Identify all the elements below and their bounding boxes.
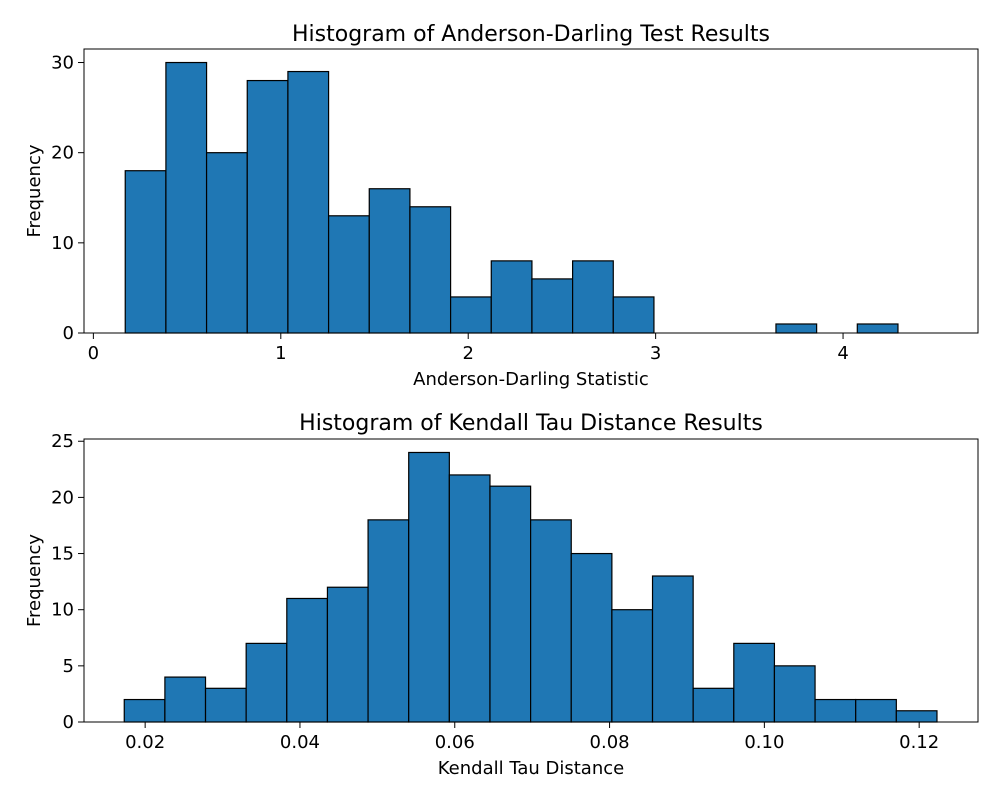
axes-frame bbox=[83, 438, 979, 723]
y-tick-label: 10 bbox=[51, 600, 74, 621]
x-tick-label: 3 bbox=[650, 343, 661, 364]
histogram-bars bbox=[123, 451, 938, 723]
chart-title: Histogram of Anderson-Darling Test Resul… bbox=[292, 22, 770, 47]
histogram-bar bbox=[530, 519, 572, 723]
histogram-bar bbox=[123, 698, 166, 723]
histogram-bar bbox=[409, 206, 452, 334]
histogram-bar bbox=[165, 61, 208, 334]
y-tick-label: 5 bbox=[63, 656, 74, 677]
y-tick-label: 15 bbox=[51, 544, 74, 565]
histogram-bars bbox=[124, 61, 899, 334]
x-tick-label: 4 bbox=[837, 343, 848, 364]
histogram-bar bbox=[692, 687, 735, 723]
x-axis-label: Kendall Tau Distance bbox=[438, 758, 624, 779]
histogram-bar bbox=[204, 687, 247, 723]
y-tick-label: 25 bbox=[51, 431, 74, 452]
x-tick-label: 0.06 bbox=[435, 732, 475, 753]
histogram-bar bbox=[367, 519, 410, 723]
histogram-bar bbox=[612, 296, 655, 334]
axes-frame bbox=[83, 48, 979, 334]
histogram-bar bbox=[531, 278, 574, 334]
histogram-bar bbox=[895, 710, 938, 723]
histogram-bar bbox=[286, 597, 329, 723]
x-tick-label: 0.02 bbox=[125, 732, 165, 753]
chart-title: Histogram of Kendall Tau Distance Result… bbox=[299, 411, 763, 436]
histogram-bar bbox=[246, 79, 289, 334]
y-axis-label: Frequency bbox=[24, 144, 45, 237]
histogram-bar bbox=[164, 676, 207, 723]
histogram-bar bbox=[326, 586, 369, 723]
chart-panel-2: Histogram of Kendall Tau Distance Result… bbox=[24, 411, 979, 779]
y-tick-label: 0 bbox=[63, 712, 74, 733]
histogram-bar bbox=[449, 296, 492, 334]
histogram-bar bbox=[856, 323, 899, 334]
x-tick-label: 0 bbox=[88, 343, 99, 364]
histogram-bar bbox=[733, 642, 776, 723]
histogram-bar bbox=[572, 260, 614, 334]
x-tick-label: 0.04 bbox=[280, 732, 320, 753]
histogram-bar bbox=[611, 609, 654, 723]
histogram-bar bbox=[245, 642, 288, 723]
histogram-bar bbox=[287, 70, 330, 334]
histogram-bar bbox=[855, 698, 897, 723]
histogram-bar bbox=[205, 152, 248, 334]
x-axis-label: Anderson-Darling Statistic bbox=[413, 369, 649, 390]
y-tick-label: 0 bbox=[63, 323, 74, 344]
histogram-bar bbox=[408, 451, 450, 723]
histogram-bar bbox=[773, 665, 816, 723]
x-tick-label: 0.12 bbox=[899, 732, 939, 753]
histogram-bar bbox=[490, 260, 533, 334]
x-tick-label: 2 bbox=[462, 343, 473, 364]
histogram-bar bbox=[651, 575, 694, 723]
y-tick-label: 20 bbox=[51, 487, 74, 508]
histogram-bar bbox=[489, 485, 532, 723]
histogram-bar bbox=[327, 215, 370, 334]
x-tick-label: 0.08 bbox=[590, 732, 630, 753]
histogram-bar bbox=[775, 323, 818, 334]
y-tick-label: 20 bbox=[51, 143, 74, 164]
histogram-bar bbox=[124, 170, 167, 334]
y-axis-label: Frequency bbox=[24, 534, 45, 627]
x-tick-label: 1 bbox=[275, 343, 286, 364]
histogram-bar bbox=[448, 474, 491, 723]
histogram-bar bbox=[570, 552, 613, 723]
histogram-bar bbox=[368, 188, 411, 334]
histogram-bar bbox=[814, 698, 857, 723]
y-tick-label: 30 bbox=[51, 53, 74, 74]
x-tick-label: 0.10 bbox=[744, 732, 784, 753]
chart-panel-1: Histogram of Anderson-Darling Test Resul… bbox=[24, 22, 979, 390]
y-tick-label: 10 bbox=[51, 233, 74, 254]
